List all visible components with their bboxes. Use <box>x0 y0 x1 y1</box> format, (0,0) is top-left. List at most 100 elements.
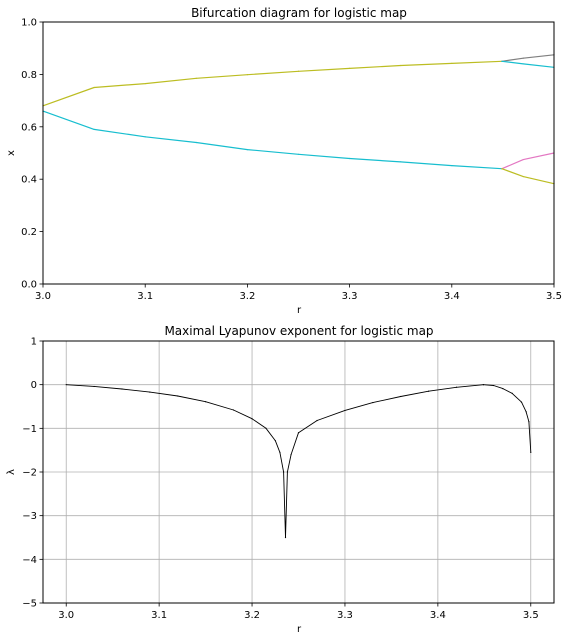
data-point <box>455 386 458 388</box>
y-tick-label: 0.6 <box>21 122 37 133</box>
data-point <box>372 401 374 404</box>
data-point <box>530 451 532 453</box>
data-point <box>284 536 287 539</box>
data-point <box>246 74 248 76</box>
bifurcation-title: Bifurcation diagram for logistic map <box>191 6 407 20</box>
data-point <box>344 409 346 412</box>
data-point <box>493 384 495 387</box>
data-point <box>274 439 276 442</box>
series-line <box>501 152 555 170</box>
data-point <box>204 401 207 403</box>
data-point <box>149 391 151 393</box>
x-tick-label: 3.1 <box>151 610 167 621</box>
data-point <box>290 453 292 456</box>
y-tick-label: −2 <box>22 468 37 479</box>
data-point <box>283 471 285 473</box>
y-tick-label: −4 <box>22 555 37 566</box>
data-point <box>144 82 146 85</box>
data-point <box>93 128 95 131</box>
data-point <box>93 385 95 388</box>
y-tick-label: 1 <box>31 337 37 348</box>
data-point <box>501 168 503 170</box>
series-line <box>483 384 532 453</box>
y-tick-label: 0.8 <box>21 70 37 81</box>
x-tick-label: 3.5 <box>523 610 539 621</box>
data-point <box>400 395 402 398</box>
data-point <box>427 390 430 392</box>
series-line <box>285 384 484 538</box>
x-tick-label: 3.2 <box>239 291 255 302</box>
data-point <box>501 60 503 62</box>
y-tick-label: 0.0 <box>21 280 37 291</box>
data-point <box>400 64 402 67</box>
x-tick-label: 3.4 <box>444 291 460 302</box>
y-tick-label: 0.4 <box>21 175 37 186</box>
data-point <box>316 419 318 422</box>
data-point <box>251 418 253 420</box>
lyapunov-grid <box>43 340 554 604</box>
data-point <box>522 57 524 59</box>
y-tick-label: −5 <box>22 599 37 610</box>
y-tick-label: −1 <box>22 424 37 435</box>
bifurcation-xlabel: r <box>297 305 302 316</box>
x-tick-label: 3.3 <box>342 291 358 302</box>
y-tick-label: 0.2 <box>21 227 37 238</box>
data-point <box>297 70 300 72</box>
series-line <box>501 60 555 68</box>
data-point <box>65 384 67 386</box>
data-point <box>525 411 527 413</box>
bifurcation-panel: Bifurcation diagram for logistic map 3.0… <box>6 6 562 316</box>
lyapunov-plot-area <box>65 384 532 539</box>
data-point <box>511 392 513 394</box>
lyapunov-panel: Maximal Lyapunov exponent for logistic m… <box>6 324 555 635</box>
data-point <box>93 86 95 89</box>
data-point <box>144 136 146 138</box>
y-tick-label: 1.0 <box>21 18 37 29</box>
x-tick-label: 3.1 <box>137 291 153 302</box>
x-tick-label: 3.3 <box>337 610 353 621</box>
x-tick-label: 3.2 <box>244 610 260 621</box>
data-point <box>502 387 504 390</box>
data-point <box>528 421 530 423</box>
data-point <box>195 77 197 79</box>
x-tick-label: 3.5 <box>546 291 562 302</box>
data-point <box>232 409 235 411</box>
data-point <box>265 427 267 429</box>
series-line <box>501 168 555 185</box>
bifurcation-ticks: 3.0 3.1 3.2 3.3 3.4 3.5 0.0 0.2 0.4 0.6 0.8 1.0 <box>21 18 562 303</box>
bifurcation-axes-frame <box>42 21 555 285</box>
lyapunov-ticks: 3.0 3.1 3.2 3.3 3.4 3.5 −5 −4 −3 −2 −1 0 1 <box>22 337 538 622</box>
data-point <box>349 67 351 69</box>
data-point <box>246 148 248 151</box>
data-point <box>121 388 123 390</box>
data-point <box>400 161 402 163</box>
lyapunov-ylabel: λ <box>6 469 17 475</box>
series-line <box>42 60 502 107</box>
bifurcation-plot-area <box>42 54 555 185</box>
data-point <box>520 401 523 403</box>
data-point <box>177 395 179 397</box>
data-point <box>286 471 288 473</box>
data-point <box>297 153 300 155</box>
data-point <box>349 157 351 160</box>
bifurcation-ylabel: x <box>6 150 17 156</box>
data-point <box>451 62 453 64</box>
data-point <box>195 141 197 144</box>
data-point <box>482 384 484 386</box>
data-point <box>279 451 281 453</box>
data-point <box>451 164 453 167</box>
x-tick-label: 3.0 <box>58 610 74 621</box>
y-tick-label: 0 <box>31 380 37 391</box>
x-tick-label: 3.4 <box>430 610 446 621</box>
lyapunov-xlabel: r <box>297 624 302 635</box>
lyapunov-title: Maximal Lyapunov exponent for logistic m… <box>164 324 433 338</box>
y-tick-label: −3 <box>22 511 37 522</box>
data-point <box>522 175 524 178</box>
series-line <box>66 384 286 538</box>
data-point <box>522 63 524 65</box>
x-tick-label: 3.0 <box>35 291 51 302</box>
series-line <box>501 54 555 62</box>
data-point <box>297 432 300 434</box>
series-line <box>42 110 502 170</box>
